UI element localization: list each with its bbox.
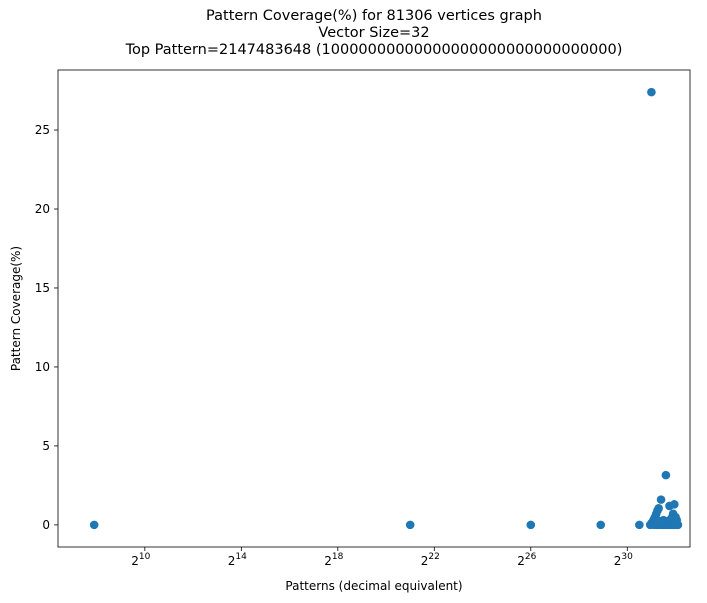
- x-axis-label: Patterns (decimal equivalent): [285, 579, 462, 593]
- y-tick-label: 25: [35, 123, 50, 137]
- chart-title-line: Pattern Coverage(%) for 81306 vertices g…: [206, 8, 542, 24]
- plot-frame: [57, 69, 691, 548]
- data-point: [653, 515, 662, 525]
- data-point: [661, 470, 671, 480]
- data-points: [89, 87, 683, 530]
- x-tick-label: 218: [324, 552, 343, 568]
- data-point: [666, 515, 676, 524]
- y-tick-label: 15: [35, 281, 50, 295]
- chart-title-line: Vector Size=32: [318, 25, 429, 41]
- x-tick-label: 230: [614, 552, 633, 568]
- x-tick-label: 226: [517, 552, 536, 568]
- x-tick-label: 222: [421, 552, 440, 568]
- x-tick-label: 210: [131, 552, 150, 568]
- data-point: [670, 500, 679, 509]
- y-axis: 0 5 10 15 20 25: [35, 123, 58, 532]
- y-axis-label: Pattern Coverage(%): [9, 246, 23, 371]
- data-point: [635, 520, 644, 530]
- data-point: [654, 504, 663, 513]
- data-point: [405, 520, 415, 530]
- y-tick-label: 10: [35, 360, 50, 374]
- chart-title-line: Top Pattern=2147483648 (1000000000000000…: [125, 42, 623, 58]
- y-tick-label: 0: [42, 518, 50, 532]
- data-point: [526, 520, 536, 530]
- x-axis: 210 214 218 222 226 230: [131, 547, 633, 568]
- y-tick-label: 20: [35, 202, 50, 216]
- chart-title: Pattern Coverage(%) for 81306 vertices g…: [125, 8, 623, 58]
- x-tick-label: 214: [228, 552, 247, 568]
- data-point: [656, 495, 666, 504]
- data-point: [647, 87, 656, 97]
- data-point: [596, 520, 606, 530]
- y-tick-label: 5: [42, 439, 50, 453]
- data-point: [89, 520, 99, 530]
